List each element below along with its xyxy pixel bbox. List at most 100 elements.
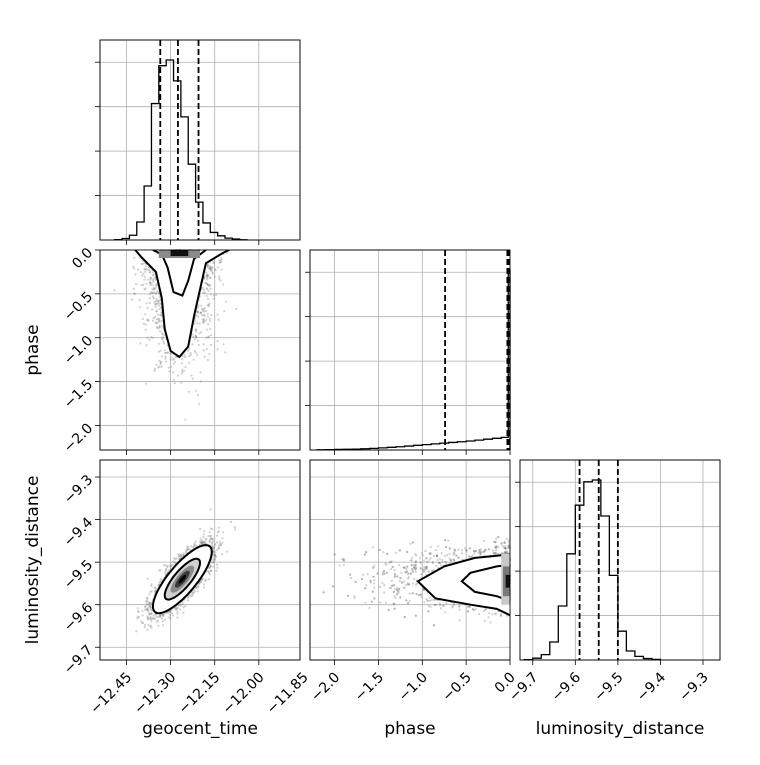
panel-hist-geocent-time: [100, 40, 300, 240]
sample-point: [155, 303, 157, 305]
sample-point: [195, 328, 197, 330]
sample-point: [149, 271, 151, 273]
sample-point: [184, 605, 186, 607]
sample-point: [188, 362, 190, 364]
sample-point: [185, 552, 187, 554]
sample-point: [180, 381, 182, 383]
sample-point: [203, 530, 205, 532]
sample-point: [195, 331, 197, 333]
sample-point: [164, 349, 166, 351]
sample-point: [182, 606, 184, 608]
sample-point: [194, 338, 196, 340]
sample-point: [150, 284, 152, 286]
sample-point: [205, 319, 207, 321]
sample-point: [162, 624, 164, 626]
sample-point: [141, 610, 143, 612]
sample-point: [137, 607, 139, 609]
sample-point: [215, 570, 217, 572]
sample-point: [218, 527, 220, 529]
sample-point: [195, 540, 197, 542]
sample-point: [194, 590, 196, 592]
sample-point: [190, 354, 192, 356]
sample-point: [204, 320, 206, 322]
sample-point: [196, 322, 198, 324]
sample-point: [158, 325, 160, 327]
sample-point: [158, 320, 160, 322]
sample-point: [142, 614, 144, 616]
sample-point: [189, 352, 191, 354]
sample-point: [172, 560, 174, 562]
sample-point: [204, 307, 206, 309]
panel-hist-phase: [310, 250, 510, 450]
sample-point: [150, 336, 152, 338]
sample-point: [156, 298, 158, 300]
sample-point: [146, 628, 148, 630]
sample-point: [214, 551, 216, 553]
sample-point: [212, 557, 214, 559]
sample-point: [159, 330, 161, 332]
sample-point: [155, 292, 157, 294]
sample-point: [218, 278, 220, 280]
sample-point: [157, 625, 159, 627]
density-core-phase-vs-geocent-time: [171, 250, 189, 256]
sample-point: [209, 277, 211, 279]
sample-point: [194, 350, 196, 352]
sample-point: [152, 295, 154, 297]
sample-point: [211, 541, 213, 543]
sample-point: [207, 535, 209, 537]
sample-point: [216, 567, 218, 569]
sample-point: [200, 380, 202, 382]
sample-point: [213, 294, 215, 296]
sample-point: [194, 320, 196, 322]
sample-point: [182, 355, 184, 357]
sample-point: [203, 349, 205, 351]
sample-point: [216, 541, 218, 543]
sample-point: [157, 366, 159, 368]
sample-point: [217, 266, 219, 268]
sample-point: [197, 312, 199, 314]
sample-point: [187, 350, 189, 352]
sample-point: [145, 329, 147, 331]
sample-point: [149, 302, 151, 304]
sample-point: [146, 337, 148, 339]
sample-point: [184, 419, 186, 421]
sample-point: [205, 337, 207, 339]
sample-point: [160, 350, 162, 352]
sample-point: [216, 348, 218, 350]
sample-point: [222, 283, 224, 285]
sample-point: [215, 294, 217, 296]
sample-point: [171, 612, 173, 614]
sample-point: [139, 306, 141, 308]
sample-point: [161, 325, 163, 327]
sample-point: [203, 541, 205, 543]
sample-point: [234, 528, 236, 530]
sample-point: [205, 271, 207, 273]
sample-point: [184, 356, 186, 358]
sample-point: [199, 322, 201, 324]
sample-point: [212, 538, 214, 540]
sample-point: [160, 320, 162, 322]
sample-point: [209, 288, 211, 290]
sample-point: [146, 344, 148, 346]
sample-point: [197, 307, 199, 309]
sample-point: [142, 318, 144, 320]
sample-point: [149, 281, 151, 283]
sample-point: [203, 533, 205, 535]
sample-point: [133, 288, 135, 290]
sample-point: [164, 358, 166, 360]
sample-point: [152, 274, 154, 276]
sample-point: [154, 316, 156, 318]
sample-point: [209, 531, 211, 533]
sample-point: [155, 364, 157, 366]
sample-point: [187, 599, 189, 601]
sample-point: [134, 293, 136, 295]
sample-point: [133, 267, 135, 269]
sample-point: [214, 276, 216, 278]
sample-point: [200, 312, 202, 314]
sample-point: [144, 313, 146, 315]
sample-point: [177, 553, 179, 555]
sample-point: [140, 263, 142, 265]
sample-point: [144, 276, 146, 278]
sample-point: [153, 615, 155, 617]
sample-point: [175, 557, 177, 559]
